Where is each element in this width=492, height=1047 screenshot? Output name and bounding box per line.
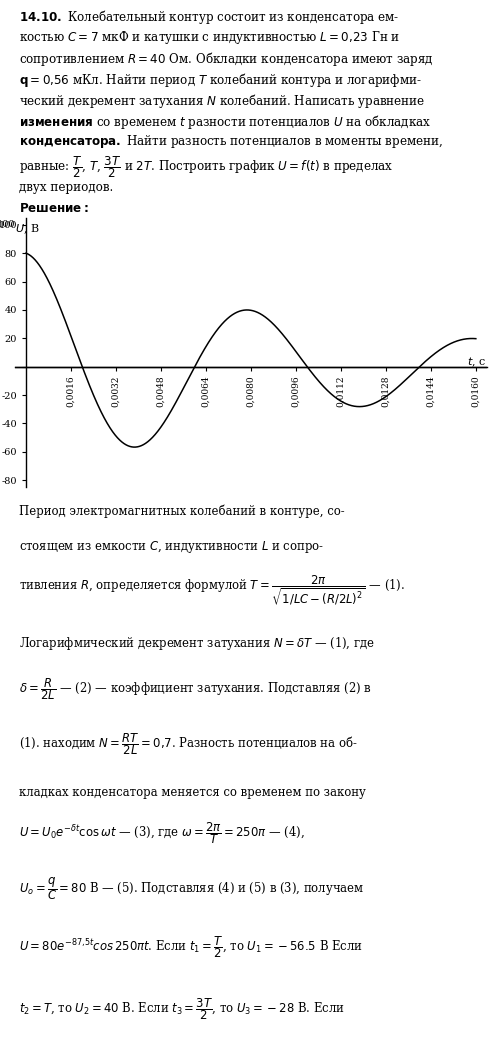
Text: $\mathbf{14.10.}$ Колебательный контур состоит из конденсатора ем-: $\mathbf{14.10.}$ Колебательный контур с… — [20, 8, 400, 26]
Text: $U=U_0e^{-\delta t}\cos\omega t$ — (3), где $\omega=\dfrac{2\pi}{T}=250\pi$ — (4: $U=U_0e^{-\delta t}\cos\omega t$ — (3), … — [20, 821, 305, 846]
Text: $\mathbf{q}=0{,}56$ мКл. Найти период $T$ колебаний контура и логарифми-: $\mathbf{q}=0{,}56$ мКл. Найти период $T… — [20, 71, 422, 89]
Text: кладках конденсатора меняется со временем по закону: кладках конденсатора меняется со времене… — [20, 786, 367, 799]
Text: тивления $R$, определяется формулой $T=\dfrac{2\pi}{\sqrt{1/LC-(R/2L)^2}}$ — (1): тивления $R$, определяется формулой $T=\… — [20, 573, 405, 607]
Text: $\mathbf{конденсатора.}$ Найти разность потенциалов в моменты времени,: $\mathbf{конденсатора.}$ Найти разность … — [20, 133, 443, 151]
Text: Период электромагнитных колебаний в контуре, со-: Период электромагнитных колебаний в конт… — [20, 505, 345, 518]
Text: $\mathbf{изменения}$ со временем $t$ разности потенциалов $U$ на обкладках: $\mathbf{изменения}$ со временем $t$ раз… — [20, 112, 431, 131]
Text: стоящем из емкости $C$, индуктивности $L$ и сопро-: стоящем из емкости $C$, индуктивности $L… — [20, 539, 324, 555]
Text: $t_2=T$, то $U_2=40$ В. Если $t_3=\dfrac{3T}{2}$, то $U_3=-28$ В. Если: $t_2=T$, то $U_2=40$ В. Если $t_3=\dfrac… — [20, 996, 345, 1022]
Text: $U_o=\dfrac{q}{C}=80$ В — (5). Подставляя (4) и (5) в (3), получаем: $U_o=\dfrac{q}{C}=80$ В — (5). Подставля… — [20, 875, 365, 903]
Text: двух периодов.: двух периодов. — [20, 181, 114, 195]
Text: сопротивлением $R=40$ Ом. Обкладки конденсатора имеют заряд: сопротивлением $R=40$ Ом. Обкладки конде… — [20, 50, 434, 68]
Text: костью $C=7$ мкФ и катушки с индуктивностью $L=0{,}23$ Гн и: костью $C=7$ мкФ и катушки с индуктивнос… — [20, 29, 400, 46]
Text: Логарифмический декремент затухания $N=\delta T$ — (1), где: Логарифмический декремент затухания $N=\… — [20, 636, 375, 652]
Text: 100: 100 — [0, 220, 15, 229]
Text: (1). находим $N=\dfrac{RT}{2L}=0{,}7$. Разность потенциалов на об-: (1). находим $N=\dfrac{RT}{2L}=0{,}7$. Р… — [20, 732, 358, 757]
Text: $\delta=\dfrac{R}{2L}$ — (2) — коэффициент затухания. Подставляя (2) в: $\delta=\dfrac{R}{2L}$ — (2) — коэффицие… — [20, 676, 372, 701]
Text: $U$, В: $U$, В — [15, 222, 39, 236]
Text: равные: $\dfrac{T}{2}$, $T$, $\dfrac{3T}{2}$ и $2T$. Построить график $U=f(t)$ в: равные: $\dfrac{T}{2}$, $T$, $\dfrac{3T}… — [20, 154, 394, 180]
Text: $U=80e^{-87{,}5t}cos\,250\pi t$. Если $t_1=\dfrac{T}{2}$, то $U_1=-56.5$ В Если: $U=80e^{-87{,}5t}cos\,250\pi t$. Если $t… — [20, 934, 364, 960]
Text: ческий декремент затухания $N$ колебаний. Написать уравнение: ческий декремент затухания $N$ колебаний… — [20, 92, 426, 110]
Text: $\mathbf{Решение:}$: $\mathbf{Решение:}$ — [20, 202, 90, 215]
Text: $t$, с: $t$, с — [466, 356, 486, 370]
